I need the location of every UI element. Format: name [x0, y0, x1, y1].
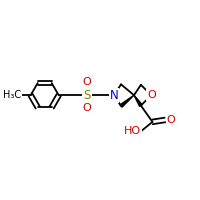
Text: O: O: [83, 77, 91, 87]
Text: S: S: [83, 89, 91, 102]
Text: O: O: [147, 90, 156, 100]
Polygon shape: [134, 95, 142, 106]
Text: HO: HO: [124, 126, 141, 136]
Polygon shape: [120, 95, 134, 107]
Text: O: O: [167, 115, 176, 125]
Text: H₃C: H₃C: [3, 90, 21, 100]
Text: O: O: [83, 103, 91, 113]
Text: N: N: [109, 89, 118, 102]
